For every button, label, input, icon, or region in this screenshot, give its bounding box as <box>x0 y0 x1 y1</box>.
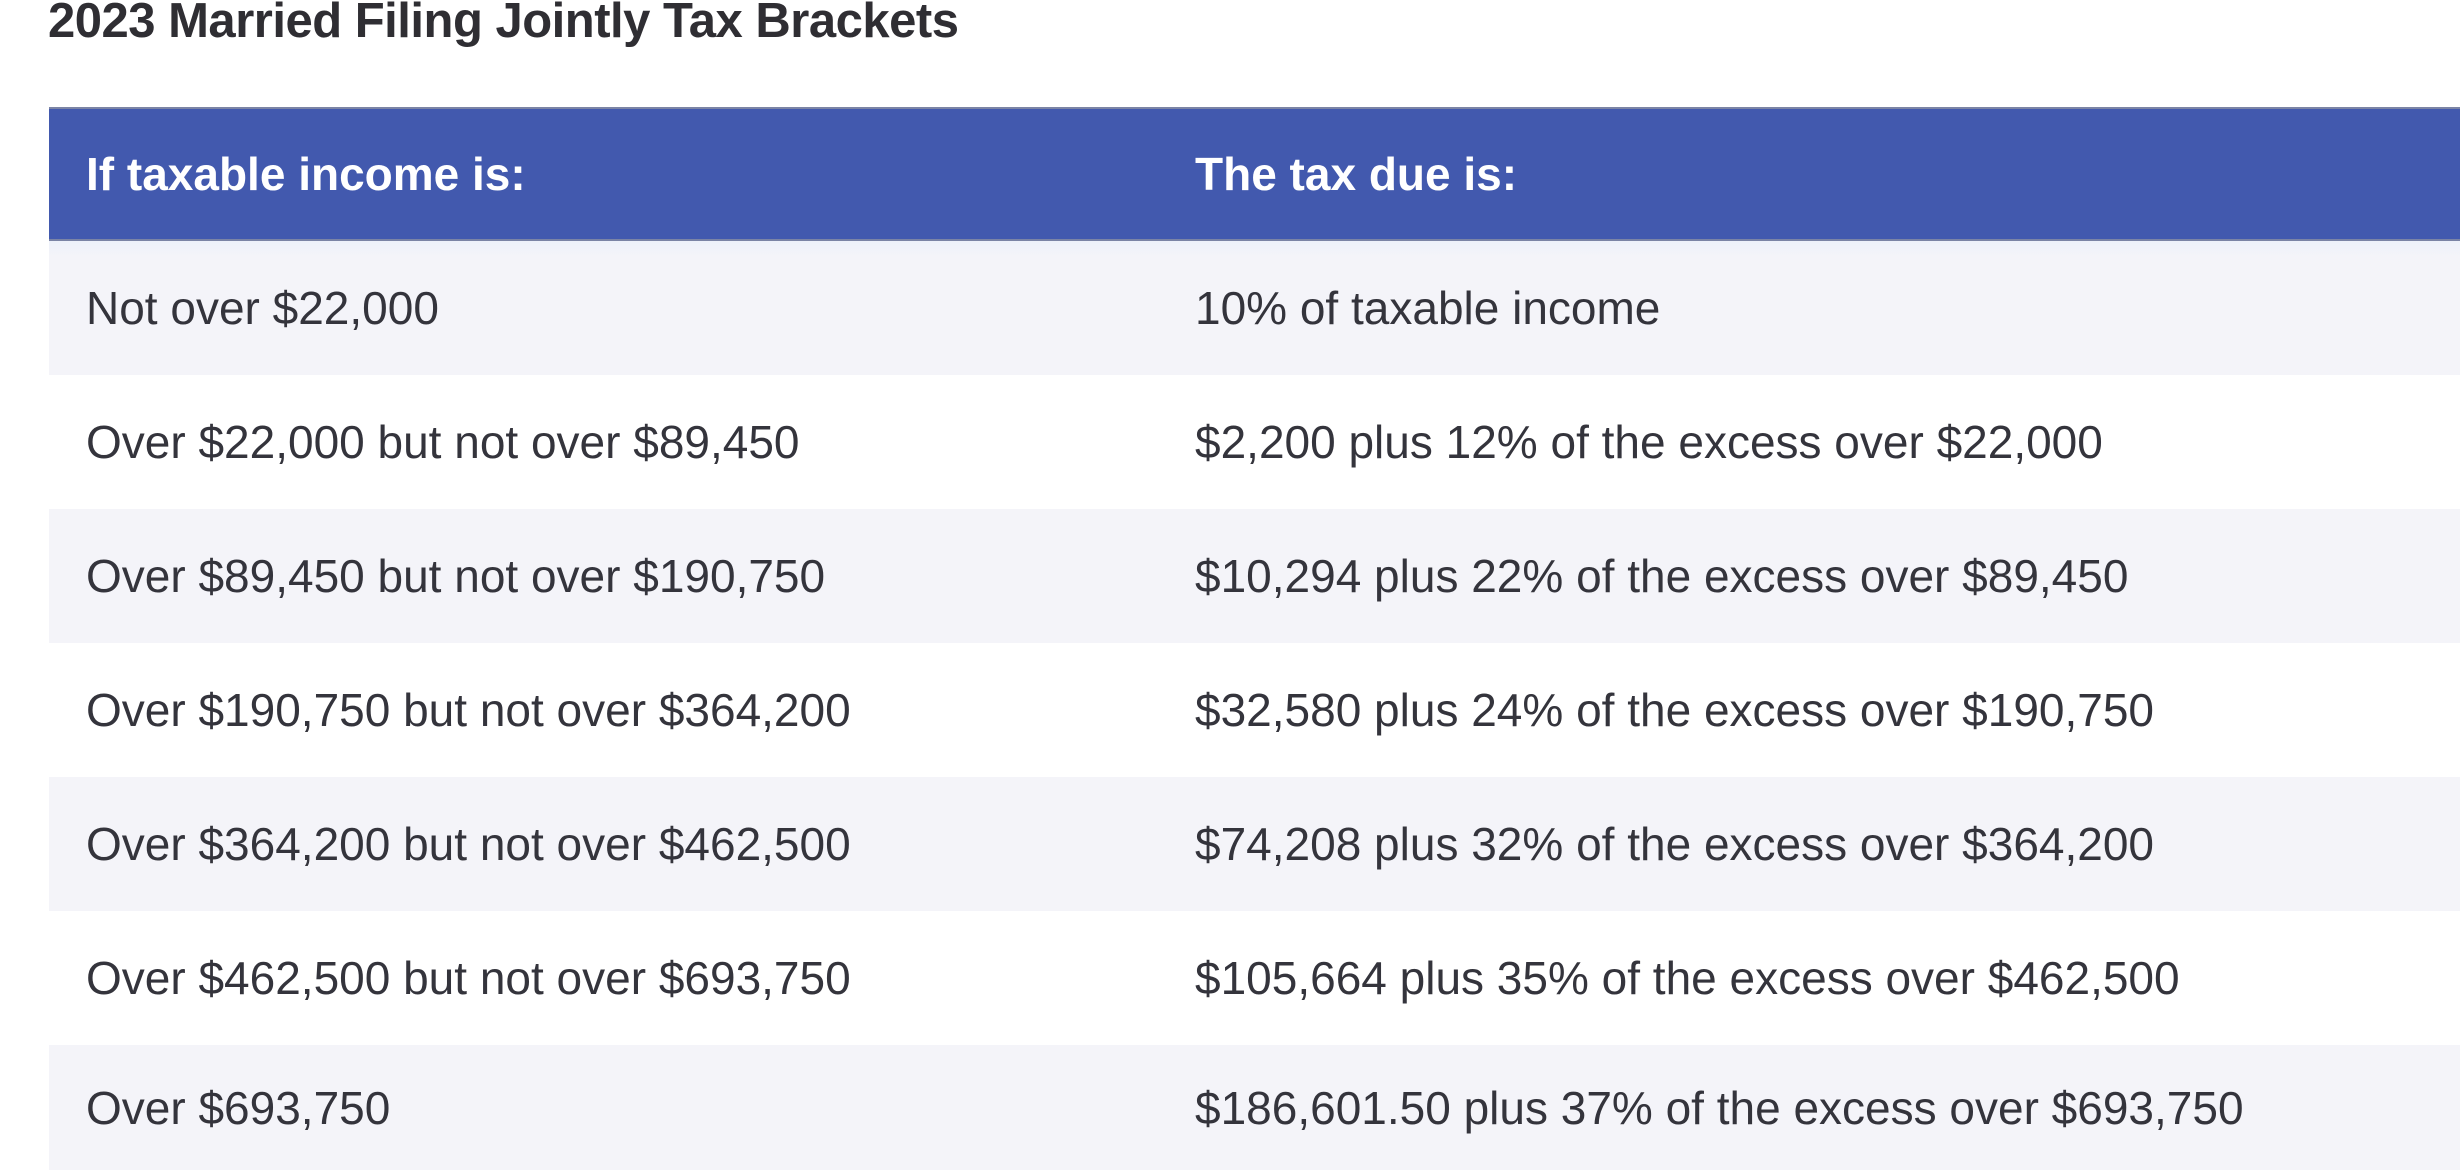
table-row: Over $190,750 but not over $364,200 $32,… <box>49 643 2460 777</box>
table-row: Over $364,200 but not over $462,500 $74,… <box>49 777 2460 911</box>
table-row: Over $462,500 but not over $693,750 $105… <box>49 911 2460 1045</box>
cell-tax-due: $2,200 plus 12% of the excess over $22,0… <box>1195 416 2103 468</box>
cell-taxable-income: Over $190,750 but not over $364,200 <box>86 684 851 736</box>
header-cell-tax-due: The tax due is: <box>1195 148 1518 200</box>
header-cell-taxable-income: If taxable income is: <box>86 148 526 200</box>
table-header-row: If taxable income is: The tax due is: <box>49 107 2460 241</box>
cell-taxable-income: Over $89,450 but not over $190,750 <box>86 550 826 602</box>
cell-taxable-income: Over $364,200 but not over $462,500 <box>86 818 851 870</box>
cell-taxable-income: Over $462,500 but not over $693,750 <box>86 952 851 1004</box>
table-row: Over $89,450 but not over $190,750 $10,2… <box>49 509 2460 643</box>
cell-taxable-income: Not over $22,000 <box>86 282 439 334</box>
cell-tax-due: $74,208 plus 32% of the excess over $364… <box>1195 818 2155 870</box>
table-row: Not over $22,000 10% of taxable income <box>49 241 2460 375</box>
cell-taxable-income: Over $693,750 <box>86 1081 391 1134</box>
table-row: Over $22,000 but not over $89,450 $2,200… <box>49 375 2460 509</box>
cell-tax-due: $32,580 plus 24% of the excess over $190… <box>1195 684 2155 736</box>
cell-tax-due: $186,601.50 plus 37% of the excess over … <box>1195 1081 2244 1134</box>
cell-tax-due: 10% of taxable income <box>1195 282 1661 334</box>
cell-taxable-income: Over $22,000 but not over $89,450 <box>86 416 800 468</box>
cell-tax-due: $105,664 plus 35% of the excess over $46… <box>1195 952 2180 1004</box>
tax-brackets-table: If taxable income is: The tax due is: No… <box>49 107 2460 1170</box>
cell-tax-due: $10,294 plus 22% of the excess over $89,… <box>1195 550 2129 602</box>
page-title: 2023 Married Filing Jointly Tax Brackets <box>48 0 959 48</box>
table-row: Over $693,750 $186,601.50 plus 37% of th… <box>49 1045 2460 1170</box>
